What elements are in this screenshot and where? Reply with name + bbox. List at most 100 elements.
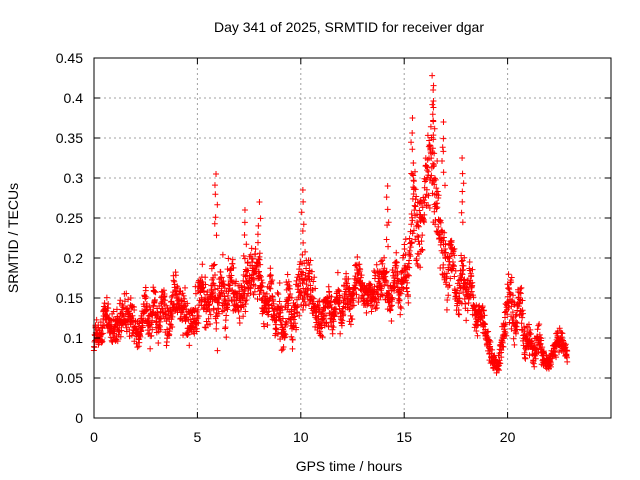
data-point — [101, 300, 108, 307]
data-point — [516, 296, 523, 303]
data-point — [240, 313, 247, 320]
data-point — [521, 328, 528, 335]
data-point — [224, 292, 231, 299]
data-point — [347, 312, 354, 319]
data-point — [458, 209, 465, 216]
data-point — [435, 223, 442, 230]
data-point — [288, 294, 295, 301]
data-point — [278, 303, 285, 310]
data-point — [460, 180, 467, 187]
data-point — [504, 311, 511, 318]
data-point — [284, 271, 291, 278]
data-point — [248, 278, 255, 285]
data-point — [372, 305, 379, 312]
data-point — [193, 325, 200, 332]
data-point — [207, 311, 214, 318]
data-point — [465, 295, 472, 302]
data-point — [440, 148, 447, 155]
data-point — [413, 193, 420, 200]
data-point — [508, 274, 515, 281]
data-point — [378, 285, 385, 292]
data-point — [250, 291, 257, 298]
data-point — [548, 361, 555, 368]
data-point — [562, 341, 569, 348]
data-point — [179, 290, 186, 297]
y-tick-label: 0.45 — [56, 50, 83, 66]
data-point — [508, 279, 515, 286]
data-point — [343, 279, 350, 286]
data-point — [344, 295, 351, 302]
data-point — [216, 299, 223, 306]
data-point — [384, 206, 391, 213]
data-point — [466, 267, 473, 274]
data-point — [454, 287, 461, 294]
data-point — [307, 257, 314, 264]
data-point — [274, 289, 281, 296]
data-point — [241, 219, 248, 226]
data-point — [310, 295, 317, 302]
data-point — [509, 292, 516, 299]
data-point — [384, 222, 391, 229]
data-point — [434, 204, 441, 211]
data-point — [158, 305, 165, 312]
data-point — [414, 219, 421, 226]
data-point — [416, 207, 423, 214]
data-point — [323, 320, 330, 327]
data-point — [428, 172, 435, 179]
data-point — [367, 284, 374, 291]
data-point — [459, 219, 466, 226]
data-point — [276, 279, 283, 286]
data-point — [169, 324, 176, 331]
data-point — [169, 313, 176, 320]
data-point — [418, 200, 425, 207]
data-point — [354, 271, 361, 278]
data-point — [497, 360, 504, 367]
data-point — [388, 302, 395, 309]
data-point — [459, 271, 466, 278]
data-point — [387, 303, 394, 310]
data-point — [319, 333, 326, 340]
data-point — [410, 159, 417, 166]
data-point — [255, 268, 262, 275]
data-point — [264, 321, 271, 328]
data-point — [275, 330, 282, 337]
data-point — [195, 306, 202, 313]
data-point — [425, 168, 432, 175]
data-point — [502, 314, 509, 321]
data-point — [300, 277, 307, 284]
data-point — [242, 268, 249, 275]
data-point — [225, 281, 232, 288]
data-point — [449, 258, 456, 265]
data-point — [229, 287, 236, 294]
data-point — [254, 231, 261, 238]
data-point — [157, 318, 164, 325]
data-point — [382, 269, 389, 276]
data-point — [458, 252, 465, 259]
data-point — [149, 326, 156, 333]
data-point — [184, 300, 191, 307]
data-point — [559, 330, 566, 337]
data-point — [267, 265, 274, 272]
data-point — [280, 343, 287, 350]
data-point — [223, 334, 230, 341]
data-point — [161, 297, 168, 304]
data-point — [436, 218, 443, 225]
data-point — [460, 262, 467, 269]
data-point — [411, 185, 418, 192]
data-point — [480, 307, 487, 314]
data-point — [279, 315, 286, 322]
y-tick-label: 0.35 — [56, 130, 83, 146]
data-point — [446, 282, 453, 289]
data-point — [419, 232, 426, 239]
data-point — [142, 284, 149, 291]
data-point — [287, 291, 294, 298]
data-point — [276, 313, 283, 320]
data-point — [222, 324, 229, 331]
data-point — [213, 232, 220, 239]
data-point — [345, 275, 352, 282]
data-point — [155, 340, 162, 347]
data-point — [210, 289, 217, 296]
data-point — [405, 293, 412, 300]
data-point — [474, 332, 481, 339]
